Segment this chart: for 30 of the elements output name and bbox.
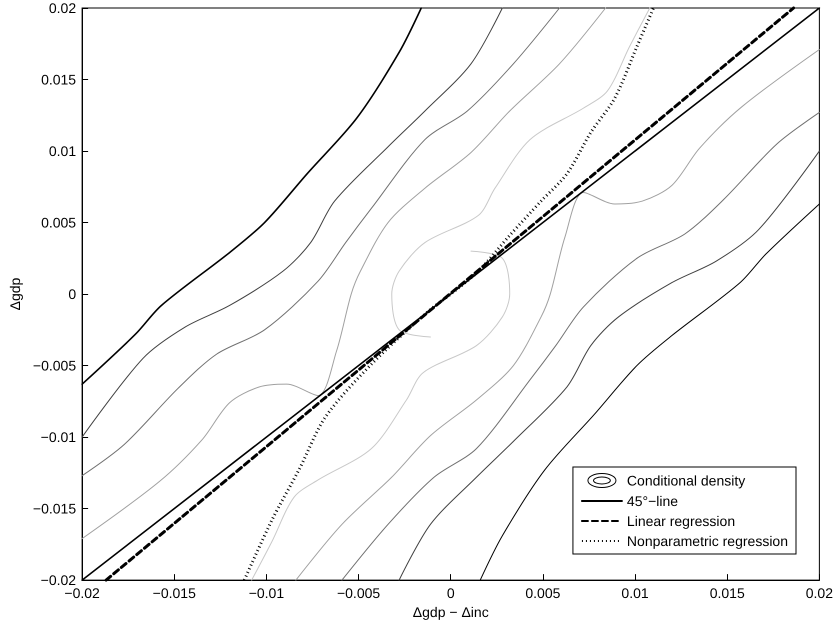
line-series xyxy=(82,8,560,476)
line-series xyxy=(391,8,650,338)
x-tick-label: −0.015 xyxy=(152,585,196,602)
legend-label: Conditional density xyxy=(626,472,746,488)
x-tick-label: −0.005 xyxy=(336,585,380,602)
line-series xyxy=(82,8,503,438)
y-tick-label: 0 xyxy=(68,286,76,302)
x-tick-label: 0.015 xyxy=(710,585,745,602)
x-axis-title: Δgdp − Δinc xyxy=(412,604,489,620)
x-tick-label: 0 xyxy=(446,585,455,602)
y-tick-label: 0.015 xyxy=(41,72,76,88)
y-tick-label: 0.005 xyxy=(41,214,76,231)
y-axis-title: Δgdp xyxy=(7,277,23,310)
line-series xyxy=(251,250,510,581)
y-tick-label: −0.015 xyxy=(32,500,76,517)
line-series xyxy=(295,48,820,581)
y-tick-label: 0.02 xyxy=(48,0,76,16)
line-series xyxy=(82,8,606,540)
legend-label: Nonparametric regression xyxy=(626,533,788,549)
line-series xyxy=(398,150,820,581)
x-tick-label: 0.005 xyxy=(525,585,561,602)
y-tick-label: 0.01 xyxy=(48,143,76,160)
legend-label: 45°−line xyxy=(626,493,678,509)
y-tick-label: −0.005 xyxy=(32,358,76,374)
x-tick-label: 0.02 xyxy=(806,585,834,602)
y-tick-label: −0.01 xyxy=(40,429,76,446)
x-tick-label: −0.01 xyxy=(248,585,284,602)
legend-label: Linear regression xyxy=(626,513,736,529)
x-tick-label: 0.01 xyxy=(621,585,649,602)
line-series xyxy=(341,112,820,581)
